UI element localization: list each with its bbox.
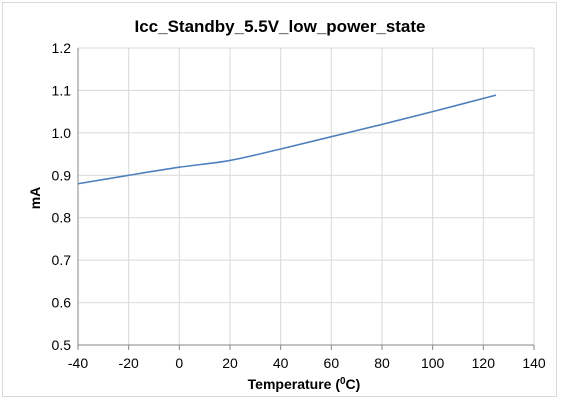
x-tick-labels: -40 -20 0 20 40 60 80 100 120 140 bbox=[68, 355, 546, 371]
chart-frame bbox=[2, 2, 557, 397]
x-tick-label: 0 bbox=[175, 355, 183, 371]
x-tick-label: 60 bbox=[324, 355, 340, 371]
series-group bbox=[77, 94, 497, 185]
x-tick-label: -20 bbox=[119, 355, 139, 371]
x-axis-label: Temperature (0C) bbox=[248, 376, 361, 392]
x-tick-label: 100 bbox=[421, 355, 445, 371]
x-axis-label-text: Temperature ( bbox=[248, 376, 341, 392]
x-axis-label-tail: C) bbox=[346, 376, 361, 392]
x-tick-label: 20 bbox=[222, 355, 238, 371]
y-tick-label: 0.8 bbox=[52, 210, 72, 226]
x-tick-label: -40 bbox=[68, 355, 88, 371]
y-tick-label: 1.1 bbox=[52, 82, 72, 98]
y-tick-label: 0.5 bbox=[52, 337, 72, 353]
y-tick-label: 1.2 bbox=[52, 40, 72, 56]
x-axis-label-superscript: 0 bbox=[340, 376, 346, 387]
x-tick-label: 80 bbox=[374, 355, 390, 371]
y-tick-labels: 0.5 0.6 0.7 0.8 0.9 1.0 1.1 1.2 bbox=[52, 40, 72, 353]
x-tick-label: 140 bbox=[522, 355, 546, 371]
chart-title: Icc_Standby_5.5V_low_power_state bbox=[134, 17, 425, 36]
x-tick-label: 40 bbox=[273, 355, 289, 371]
y-tick-label: 0.7 bbox=[52, 252, 72, 268]
y-tick-label: 1.0 bbox=[52, 125, 72, 141]
x-tick-label: 120 bbox=[472, 355, 496, 371]
axes bbox=[77, 48, 535, 350]
y-tick-label: 0.6 bbox=[52, 295, 72, 311]
y-tick-label: 0.9 bbox=[52, 167, 72, 183]
series-line bbox=[77, 94, 497, 185]
y-axis-label: mA bbox=[27, 187, 43, 210]
gridlines bbox=[77, 47, 535, 346]
